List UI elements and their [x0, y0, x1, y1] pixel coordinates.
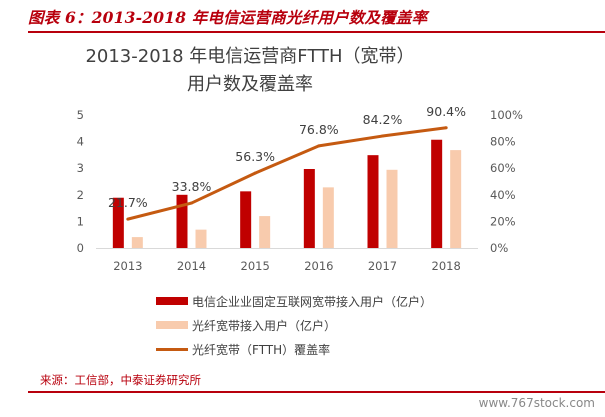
left-axis-tick-label: 2 — [77, 188, 84, 202]
coverage-point — [126, 217, 130, 221]
left-axis-tick-label: 4 — [77, 135, 84, 149]
coverage-point — [253, 171, 257, 175]
bar-fiber-users — [322, 187, 334, 248]
coverage-data-label: 84.2% — [363, 112, 403, 127]
bar-fixed-broadband — [240, 191, 252, 248]
legend-item-fiber-users: 光纤宽带接入用户（亿户） — [156, 313, 476, 337]
bar-fiber-users — [195, 229, 207, 248]
coverage-data-label: 56.3% — [235, 149, 275, 164]
right-axis-tick-label: 40% — [490, 188, 516, 202]
legend-swatch-fiber-users — [156, 321, 188, 329]
bar-fiber-users — [450, 150, 462, 248]
bar-fixed-broadband — [176, 194, 188, 248]
chart-title-line1: 2013-2018 年电信运营商FTTH（宽带） — [85, 46, 415, 67]
coverage-data-label: 33.8% — [172, 179, 212, 194]
right-axis-tick-label: 100% — [490, 108, 523, 122]
coverage-data-label: 76.8% — [299, 122, 339, 137]
left-axis-tick-label: 1 — [77, 214, 84, 228]
left-axis-tick-label: 3 — [77, 161, 84, 175]
coverage-line — [127, 126, 447, 221]
right-axis-tick-label: 80% — [490, 135, 516, 149]
x-axis-tick-label: 2015 — [241, 259, 270, 273]
chart-legend: 电信企业业固定互联网宽带接入用户（亿户） 光纤宽带接入用户（亿户） 光纤宽带（F… — [156, 289, 476, 361]
watermark: www.767stock.com — [478, 396, 595, 410]
legend-swatch-fixed-broadband — [156, 297, 188, 305]
x-axis-tick-label: 2016 — [304, 259, 333, 273]
legend-label-fixed-broadband: 电信企业业固定互联网宽带接入用户（亿户） — [192, 294, 433, 309]
left-axis-tick-label: 0 — [77, 241, 84, 255]
legend-item-ftth-coverage: 光纤宽带（FTTH）覆盖率 — [156, 337, 476, 361]
source-note: 来源：工信部，中泰证券研究所 — [40, 373, 201, 387]
x-axis-tick-label: 2013 — [113, 259, 142, 273]
bar-fixed-broadband — [367, 155, 379, 248]
x-axis-tick-label: 2014 — [177, 259, 206, 273]
x-axis-tick-label: 2018 — [432, 259, 461, 273]
coverage-point — [381, 134, 384, 138]
bar-fiber-users — [259, 216, 271, 248]
chart-title-line2: 用户数及覆盖率 — [187, 74, 313, 95]
legend-item-fixed-broadband: 电信企业业固定互联网宽带接入用户（亿户） — [156, 289, 476, 313]
bar-fixed-broadband — [431, 139, 443, 248]
bar-fixed-broadband — [303, 168, 315, 248]
footer-rule — [28, 391, 605, 393]
legend-label-fiber-users: 光纤宽带接入用户（亿户） — [192, 318, 337, 333]
coverage-point — [317, 144, 321, 148]
coverage-data-label: 21.7% — [108, 195, 148, 210]
x-axis-tick-label: 2017 — [368, 259, 397, 273]
legend-swatch-ftth-coverage — [156, 347, 188, 351]
right-axis-tick-label: 20% — [490, 214, 516, 228]
right-axis-tick-label: 60% — [490, 161, 516, 175]
figure-header: 图表 6：2013-2018 年电信运营商光纤用户数及覆盖率 — [28, 4, 605, 34]
left-axis-tick-label: 5 — [77, 108, 84, 122]
bar-fiber-users — [386, 169, 398, 248]
legend-label-ftth-coverage: 光纤宽带（FTTH）覆盖率 — [192, 342, 331, 357]
figure-caption: 图表 6：2013-2018 年电信运营商光纤用户数及覆盖率 — [28, 8, 428, 27]
bar-fiber-users — [131, 237, 143, 248]
right-axis-tick-label: 0% — [490, 241, 508, 255]
coverage-point — [190, 201, 193, 205]
header-rule — [28, 31, 605, 33]
coverage-point — [444, 126, 448, 130]
coverage-data-label: 90.4% — [426, 104, 466, 119]
bar-fixed-broadband — [112, 197, 124, 248]
